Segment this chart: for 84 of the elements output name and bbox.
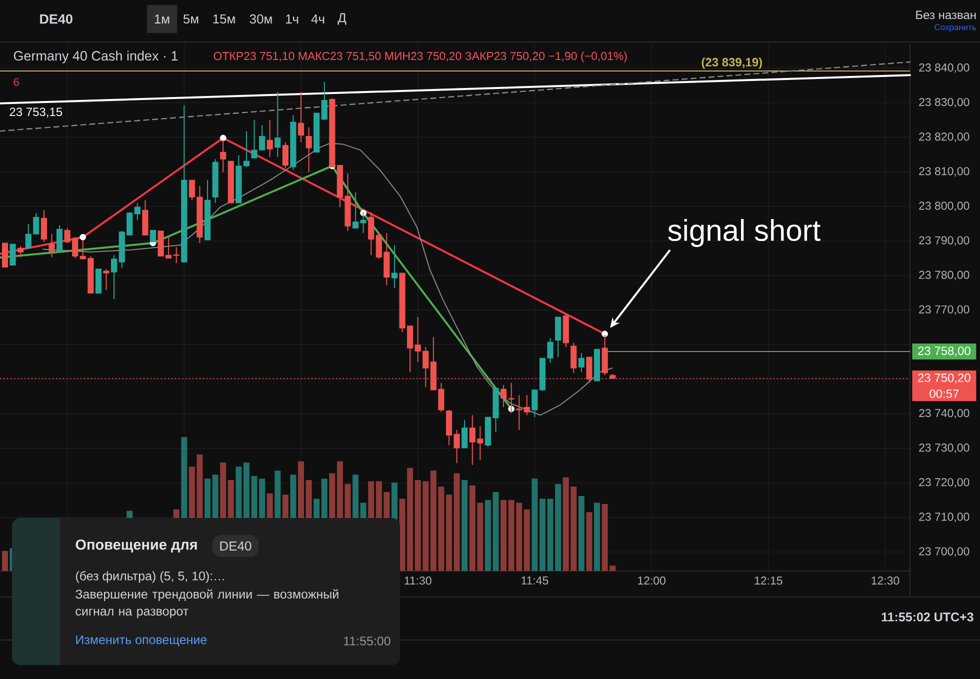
text: 15м: [213, 14, 235, 24]
candlestick: [10, 244, 16, 266]
text: 5м: [183, 14, 198, 24]
text: 11:55:00: [344, 636, 390, 646]
text: 11:55:02 UTC+3: [882, 612, 974, 622]
bar: [500, 500, 507, 571]
point: [80, 234, 86, 240]
bar: [454, 473, 460, 571]
candlestick: [306, 126, 312, 173]
y-tick-label: 23 780,00: [919, 270, 970, 280]
candlestick: [516, 394, 522, 430]
series-label: 23 753,15: [10, 108, 62, 118]
candlestick: [570, 342, 577, 374]
y-tick-label: 23 720,00: [919, 478, 970, 488]
candlestick: [134, 202, 140, 221]
y-tick-label: 23 710,00: [919, 512, 970, 522]
y-tick-label: 23 830,00: [919, 98, 970, 108]
text: Сохранить: [934, 24, 976, 32]
text: Без назван: [916, 10, 976, 20]
annotation: 6: [14, 78, 19, 86]
annotation: signal short: [668, 219, 820, 247]
text: 30м: [250, 14, 272, 24]
candlestick: [578, 352, 584, 372]
candlestick: [462, 419, 468, 448]
text: ОТКР23 751,10 МАКС23 751,50 МИН23 750,20 ЗАКР23 750,20 −1,90 (−0,01%): [214, 52, 627, 62]
candlestick: [40, 210, 47, 242]
candlestick: [173, 246, 180, 264]
series-label: 23 758,00: [918, 346, 970, 357]
bar: [540, 498, 546, 571]
text: Д: [338, 13, 346, 25]
y-tick-label: 23 820,00: [919, 132, 970, 142]
ref-line-label: (23 839,19): [702, 58, 762, 69]
candlestick: [282, 142, 288, 169]
candlestick: [18, 246, 24, 258]
x-tick-label: 11:30: [404, 576, 432, 585]
y-tick-label: 23 840,00: [919, 63, 970, 73]
text: 4ч: [311, 14, 324, 24]
candlestick: [368, 212, 374, 256]
y-tick-label: 23 790,00: [919, 236, 970, 246]
candlestick: [391, 244, 398, 288]
candlestick: [321, 82, 328, 121]
bar: [586, 512, 592, 571]
text: 1м: [154, 14, 170, 24]
point: [602, 330, 608, 338]
text: 00:57: [930, 389, 959, 398]
bar: [492, 492, 499, 571]
bar: [524, 509, 530, 571]
text: Завершение трендовой линии — возможный сигнал на разворот: [76, 589, 338, 618]
line-series: [42, 142, 613, 416]
y-tick-label: 23 740,00: [919, 409, 970, 419]
candlestick: [56, 224, 63, 252]
candlestick: [555, 316, 562, 358]
text: (без фильтра) (5, 5, 10):…: [76, 571, 224, 583]
bar: [532, 478, 538, 571]
y-tick-label: 23 730,00: [919, 444, 970, 454]
candlestick: [298, 92, 304, 143]
bar: [484, 500, 491, 571]
candlestick: [524, 394, 530, 416]
chart-title: Germany 40 Cash index · 1: [14, 50, 178, 64]
candlestick: [48, 234, 55, 258]
bar: [2, 550, 8, 571]
candlestick: [274, 92, 281, 158]
x-tick-label: 12:15: [754, 576, 782, 585]
text: Оповещение для: [76, 539, 197, 552]
bar: [578, 496, 584, 571]
candlestick: [103, 268, 110, 291]
candlestick: [111, 254, 118, 300]
bar: [446, 494, 452, 571]
annotation: DE40: [220, 541, 252, 551]
ref-line-label: 23 750,20: [918, 374, 970, 384]
x-tick-label: 11:45: [522, 576, 548, 585]
text: 1ч: [286, 14, 298, 24]
point: [220, 134, 226, 142]
y-tick-label: 23 700,00: [919, 547, 970, 557]
bar: [462, 480, 468, 571]
text: Изменить оповещение: [76, 635, 207, 647]
bar: [594, 502, 600, 571]
candlestick: [266, 120, 273, 158]
y-tick-label: 23 770,00: [919, 305, 970, 315]
text: DE40: [40, 14, 72, 24]
y-tick-label: 23 810,00: [919, 167, 970, 177]
y-tick-label: 23 800,00: [919, 202, 970, 212]
x-tick-label: 12:30: [872, 576, 900, 585]
x-tick-label: 12:00: [638, 576, 666, 585]
